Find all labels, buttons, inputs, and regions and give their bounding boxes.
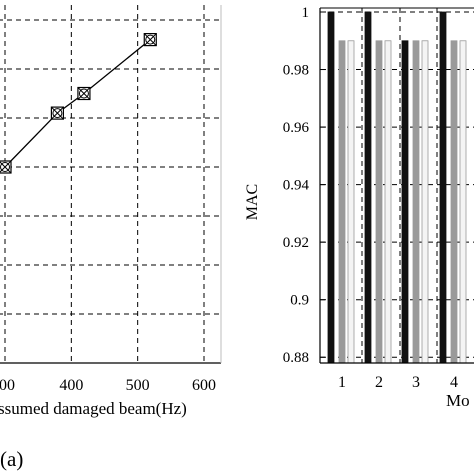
right-bar	[401, 40, 409, 364]
right-bar	[375, 40, 383, 364]
right-y-tick-label: 0.9	[290, 293, 309, 309]
right-bar	[459, 40, 467, 364]
right-x-tick-label: 3	[412, 374, 420, 391]
right-y-tick-label: 0.96	[283, 120, 310, 136]
right-y-ticks: 0.88 0.9 0.92 0.94 0.96 0.98 1	[283, 5, 326, 366]
right-bar	[450, 40, 458, 364]
right-bar	[384, 40, 392, 364]
right-chart: 0.88 0.9 0.92 0.94 0.96 0.98 1 1 2 3 4 MAC Mo	[244, 5, 474, 410]
left-plot-area	[0, 5, 221, 363]
right-bar	[439, 11, 447, 364]
left-gridlines	[0, 5, 221, 363]
left-series	[0, 32, 157, 174]
right-y-tick-label: 1	[302, 5, 310, 21]
right-x-tick-label: 4	[450, 374, 458, 391]
right-x-ticks: 1 2 3 4	[338, 374, 458, 391]
left-x-tick-label: 400	[59, 377, 83, 394]
right-bar	[327, 11, 335, 364]
left-data-point	[77, 86, 91, 101]
panel-label: (a)	[0, 447, 23, 471]
right-gridlines	[320, 8, 474, 363]
right-x-tick-label: 1	[338, 374, 346, 391]
right-bar	[364, 11, 372, 364]
right-y-tick-label: 0.92	[283, 235, 309, 251]
left-data-point	[143, 32, 157, 47]
right-y-tick-label: 0.98	[283, 63, 309, 79]
left-x-tick-label: 500	[126, 377, 150, 394]
left-x-axis-title: ssumed damaged beam(Hz)	[0, 399, 187, 418]
left-data-point	[50, 106, 65, 120]
right-x-axis-title: Mo	[446, 391, 470, 410]
left-series-line	[4, 39, 151, 168]
right-y-tick-label: 0.88	[283, 350, 309, 366]
left-x-ticks: 00 400 500 600	[0, 377, 216, 394]
right-y-tick-label: 0.94	[283, 178, 310, 194]
right-bar	[421, 40, 429, 364]
right-plot-area	[320, 8, 474, 363]
right-x-tick-label: 2	[375, 374, 383, 391]
right-bar	[347, 40, 355, 364]
left-x-tick-label: 600	[192, 377, 216, 394]
right-bar	[338, 40, 346, 364]
left-data-point	[0, 160, 12, 174]
right-y-axis-title: MAC	[244, 184, 261, 220]
right-bar	[412, 40, 420, 364]
left-x-tick-label: 00	[0, 377, 15, 394]
left-chart: 00 400 500 600 ssumed damaged beam(Hz) (a)	[0, 5, 222, 471]
